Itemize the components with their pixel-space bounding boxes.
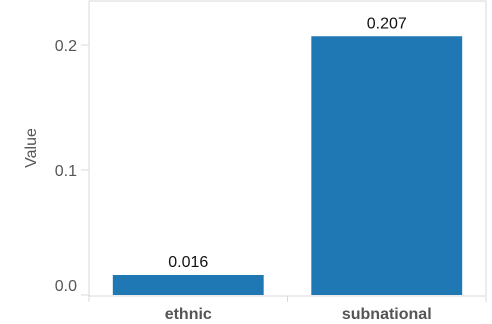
- bars: 0.016 0.207: [112, 15, 463, 295]
- x-category-label: ethnic: [165, 306, 212, 323]
- bar-ethnic: [112, 275, 264, 295]
- bar-subnational: [311, 36, 463, 295]
- data-label: 0.016: [168, 254, 208, 271]
- y-tick-label: 0.1: [55, 163, 77, 180]
- y-axis: 0.0 0.1 0.2: [55, 38, 89, 296]
- y-tick-label: 0.0: [55, 278, 77, 295]
- x-category-label: subnational: [342, 306, 432, 323]
- y-axis-title: Value: [23, 128, 40, 168]
- y-tick-label: 0.2: [55, 38, 77, 55]
- data-label: 0.207: [367, 15, 407, 32]
- x-axis: ethnic subnational: [88, 296, 487, 323]
